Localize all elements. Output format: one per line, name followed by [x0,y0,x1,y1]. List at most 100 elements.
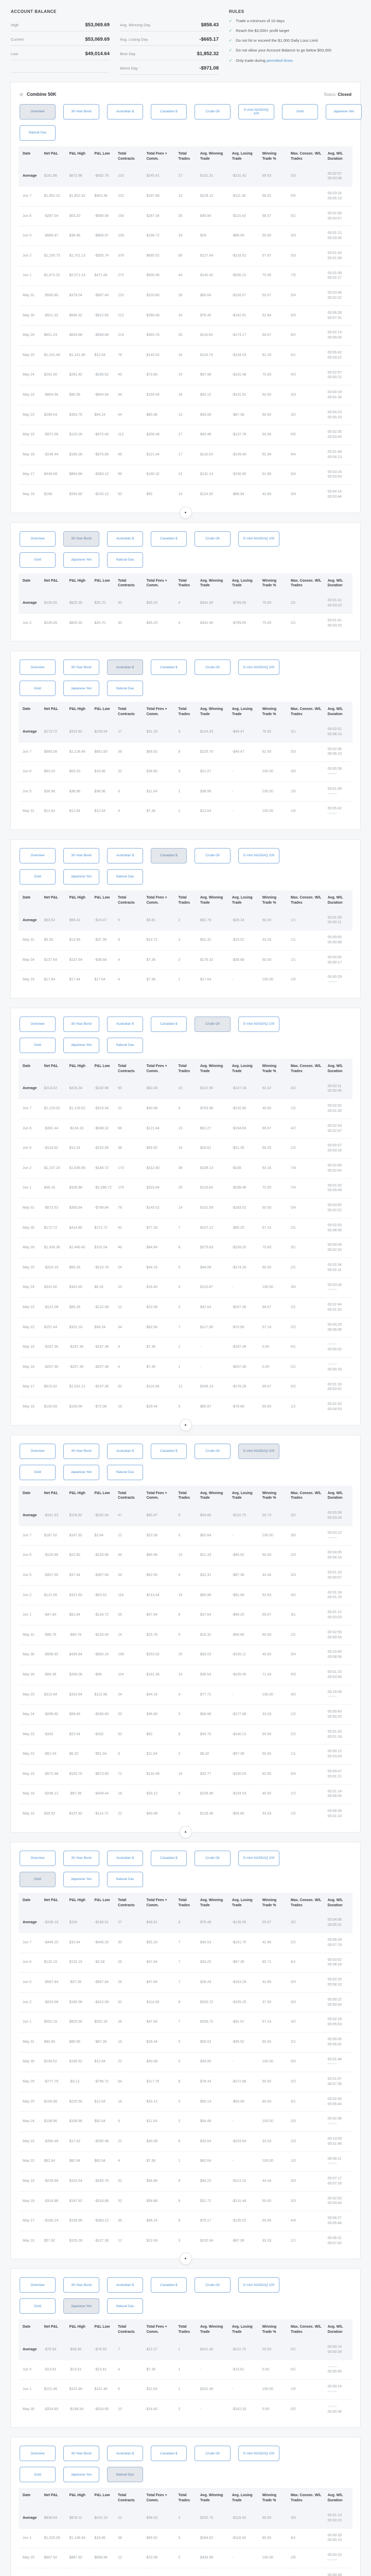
cell: -$19.47 [92,910,116,930]
cell: $101.46 [92,2379,116,2400]
avg-wl-duration-cell: 00:04:00 00:00:17 [325,950,352,970]
tab-japanese-yen[interactable]: Japanese Yen [63,869,99,885]
tab-canadian[interactable]: Canadian $ [151,531,187,547]
tab-crude-oil[interactable]: Crude Oil [195,2277,231,2293]
collapse-button[interactable]: ▲ [179,1418,192,1431]
tab-e-mini-nasdaq-100[interactable]: E-mini NASDAQ 100 [238,848,280,864]
tab-overview[interactable]: Overview [20,104,56,120]
tab-30-year-bond[interactable]: 30-Year Bond [63,531,99,547]
cell: -$85.25 [229,1217,260,1238]
tab-gold[interactable]: Gold [20,1464,56,1480]
tab-gold[interactable]: Gold [20,1871,56,1887]
tab-overview[interactable]: Overview [20,1850,56,1866]
tab-australian[interactable]: Australian $ [107,1016,143,1032]
tab-natural-gas[interactable]: Natural Gas [107,552,143,568]
tab-30-year-bond[interactable]: 30-Year Bond [63,2446,99,2462]
tab-canadian[interactable]: Canadian $ [151,2446,187,2462]
tab-australian[interactable]: Australian $ [107,104,143,120]
tab-30-year-bond[interactable]: 30-Year Bond [63,1850,99,1866]
column-header: Net P&L [42,890,67,911]
column-header: Date [19,702,42,723]
tab-japanese-yen[interactable]: Japanese Yen [326,104,362,120]
tab-australian[interactable]: Australian $ [107,1850,143,1866]
cell: May 31 [19,930,42,951]
tab-natural-gas[interactable]: Natural Gas [107,1871,143,1887]
tab-canadian[interactable]: Canadian $ [151,848,187,864]
tab-japanese-yen[interactable]: Japanese Yen [63,1038,99,1053]
tab-natural-gas[interactable]: Natural Gas [107,2467,143,2483]
collapse-button[interactable]: ▲ [179,1825,192,1838]
tab-30-year-bond[interactable]: 30-Year Bond [63,659,99,675]
tab-canadian[interactable]: Canadian $ [151,1016,187,1032]
tab-overview[interactable]: Overview [20,659,56,675]
tab-australian[interactable]: Australian $ [107,531,143,547]
tab-australian[interactable]: Australian $ [107,2446,143,2462]
cell: 69 [176,245,198,266]
tab-crude-oil[interactable]: Crude Oil [195,1443,231,1459]
tab-crude-oil[interactable]: Crude Oil [195,848,231,864]
tab-canadian[interactable]: Canadian $ [151,1850,187,1866]
tab-gold[interactable]: Gold [20,552,56,568]
tab-natural-gas[interactable]: Natural Gas [107,2298,143,2314]
tab-crude-oil[interactable]: Crude Oil [195,1016,231,1032]
tab-japanese-yen[interactable]: Japanese Yen [63,1464,99,1480]
tab-natural-gas[interactable]: Natural Gas [20,125,56,141]
cell: $101.31 [198,166,230,187]
tab-japanese-yen[interactable]: Japanese Yen [63,681,99,697]
cell: $310.84 [67,1684,93,1705]
tab-japanese-yen[interactable]: Japanese Yen [63,2467,99,2483]
tab-crude-oil[interactable]: Crude Oil [195,2446,231,2462]
tab-30-year-bond[interactable]: 30-Year Bond [63,1443,99,1459]
tab-overview[interactable]: Overview [20,531,56,547]
tab-30-year-bond[interactable]: 30-Year Bond [63,2277,99,2293]
tab-canadian[interactable]: Canadian $ [151,1443,187,1459]
tab-e-mini-nasdaq-100[interactable]: E-mini NASDAQ 100 [238,1850,280,1866]
tab-canadian[interactable]: Canadian $ [151,104,187,120]
tab-crude-oil[interactable]: Crude Oil [195,1850,231,1866]
tab-japanese-yen[interactable]: Japanese Yen [63,552,99,568]
tab-e-mini-nasdaq-100[interactable]: E-mini NASDAQ 100 [238,531,280,547]
tab-crude-oil[interactable]: Crude Oil [195,531,231,547]
tab-natural-gas[interactable]: Natural Gas [107,1038,143,1053]
tab-gold[interactable]: Gold [20,1038,56,1053]
tab-e-mini-nasdaq-100[interactable]: E-mini NASDAQ 100 [238,1443,280,1459]
tab-crude-oil[interactable]: Crude Oil [195,659,231,675]
permitted-times-link[interactable]: permitted times [266,58,293,63]
tab-natural-gas[interactable]: Natural Gas [107,1464,143,1480]
tab-30-year-bond[interactable]: 30-Year Bond [63,848,99,864]
tab-overview[interactable]: Overview [20,848,56,864]
tab-gold[interactable]: Gold [282,104,318,120]
tab-e-mini-nasdaq-100[interactable]: E-mini NASDAQ 100 [238,1016,280,1032]
table-row: May 25 $1,141.48 $1,141.48 $12.64 78 $143.52 1… [19,345,352,366]
tab-natural-gas[interactable]: Natural Gas [107,869,143,885]
tab-overview[interactable]: Overview [20,1443,56,1459]
tab-e-mini-nasdaq-100[interactable]: E-mini NASDAQ 100 [238,104,274,120]
tab-gold[interactable]: Gold [20,869,56,885]
tab-australian[interactable]: Australian $ [107,1443,143,1459]
tab-overview[interactable]: Overview [20,1016,56,1032]
cell: 55.67 [260,1913,289,1933]
tab-australian[interactable]: Australian $ [107,2277,143,2293]
tab-e-mini-nasdaq-100[interactable]: E-mini NASDAQ 100 [238,659,280,675]
tab-30-year-bond[interactable]: 30-Year Bond [63,1016,99,1032]
tab-canadian[interactable]: Canadian $ [151,2277,187,2293]
tab-australian[interactable]: Australian $ [107,659,143,675]
collapse-button[interactable]: ▲ [179,2252,192,2265]
cell: $22.08 [144,1525,176,1546]
tab-e-mini-nasdaq-100[interactable]: E-mini NASDAQ 100 [238,2277,280,2293]
tab-gold[interactable]: Gold [20,681,56,697]
tab-japanese-yen[interactable]: Japanese Yen [63,2298,99,2314]
tab-overview[interactable]: Overview [20,2277,56,2293]
tab-e-mini-nasdaq-100[interactable]: E-mini NASDAQ 100 [238,2446,280,2462]
collapse-button[interactable]: ▲ [179,506,192,519]
tab-30-year-bond[interactable]: 30-Year Bond [63,104,99,120]
tab-gold[interactable]: Gold [20,2298,56,2314]
tab-gold[interactable]: Gold [20,2467,56,2483]
tab-australian[interactable]: Australian $ [107,848,143,864]
tab-canadian[interactable]: Canadian $ [151,659,187,675]
tab-japanese-yen[interactable]: Japanese Yen [63,1871,99,1887]
tab-overview[interactable]: Overview [20,2446,56,2462]
tab-crude-oil[interactable]: Crude Oil [195,104,231,120]
tab-natural-gas[interactable]: Natural Gas [107,681,143,697]
cell: $137.64 [67,950,93,970]
